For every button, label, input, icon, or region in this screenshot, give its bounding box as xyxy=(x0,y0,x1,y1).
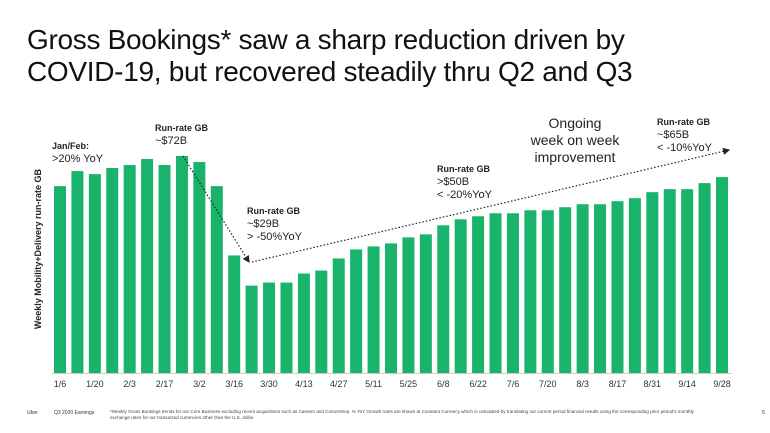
x-tick-label: 8/31 xyxy=(644,379,662,389)
bar-3/9 xyxy=(210,186,223,373)
annotation-line: >20% YoY xyxy=(52,153,104,165)
y-axis-label: Weekly Mobility+Delivery run-rate GB xyxy=(33,168,43,330)
bar-6/8 xyxy=(437,225,450,373)
x-tick-label: 1/20 xyxy=(86,379,104,389)
annotation-line: < -20%YoY xyxy=(437,189,492,201)
bar-3/30 xyxy=(263,282,276,373)
bar-7/27 xyxy=(559,207,572,373)
x-tick-label: 4/13 xyxy=(295,379,313,389)
bar-3/2 xyxy=(193,162,206,373)
annotation-head: Run-rate GB xyxy=(155,123,209,133)
annotation-line: ~$72B xyxy=(155,135,188,147)
bar-8/10 xyxy=(594,204,607,373)
bar-6/1 xyxy=(419,234,432,373)
annotation-line: improvement xyxy=(534,149,616,165)
annotation-janfeb: Jan/Feb: >20% YoY xyxy=(52,140,103,166)
bar-4/20 xyxy=(315,270,328,373)
bar-2/3 xyxy=(123,165,136,373)
bar-8/31 xyxy=(646,192,659,373)
bar-2/10 xyxy=(141,159,154,373)
bar-9/14 xyxy=(681,189,694,373)
bar-1/13 xyxy=(71,171,84,373)
annotation-line: ~$29B xyxy=(247,218,280,230)
slide-title-line-1: Gross Bookings* saw a sharp reduction dr… xyxy=(27,24,625,55)
annotation-line: >$50B xyxy=(437,176,470,188)
x-tick-label: 4/27 xyxy=(330,379,348,389)
footer-deck-name: Q3 2020 Earnings xyxy=(54,410,95,416)
x-tick-label: 9/14 xyxy=(678,379,696,389)
bar-8/24 xyxy=(628,198,641,373)
bar-5/18 xyxy=(385,243,397,373)
bar-5/11 xyxy=(367,246,380,373)
recovery-arrow xyxy=(251,147,731,263)
x-tick-label: 3/16 xyxy=(225,379,243,389)
bar-8/17 xyxy=(611,201,624,373)
bar-5/4 xyxy=(350,249,363,373)
annotation-line: week on week xyxy=(530,132,620,148)
bar-7/6 xyxy=(506,213,519,373)
x-tick-label: 7/6 xyxy=(507,379,520,389)
bar-4/6 xyxy=(280,282,293,373)
bar-8/3 xyxy=(576,204,589,373)
x-tick-label: 5/25 xyxy=(400,379,418,389)
bar-9/28 xyxy=(716,177,728,373)
annotation-line: < -10%YoY xyxy=(657,142,712,154)
annotation-line: Ongoing xyxy=(548,115,602,131)
annotation-line: > -50%YoY xyxy=(247,231,302,243)
annotation-head: Run-rate GB xyxy=(247,206,301,216)
x-tick-label: 9/28 xyxy=(713,379,731,389)
x-tick-label: 2/3 xyxy=(123,379,136,389)
x-tick-label: 6/22 xyxy=(469,379,487,389)
bar-6/15 xyxy=(454,219,467,373)
bar-5/25 xyxy=(402,237,415,373)
bar-3/16 xyxy=(228,255,241,373)
annotation-june: Run-rate GB >$50B < -20%YoY xyxy=(437,163,492,202)
bar-2/17 xyxy=(158,165,171,373)
annotation-line: ~$65B xyxy=(657,129,690,141)
bar-1/20 xyxy=(88,174,101,373)
x-tick-label: 8/17 xyxy=(609,379,627,389)
bar-1/6 xyxy=(54,186,66,373)
annotation-head: Run-rate GB xyxy=(657,117,711,127)
x-tick-label: 7/20 xyxy=(539,379,557,389)
bar-1/27 xyxy=(106,168,119,373)
bar-9/7 xyxy=(663,189,676,373)
x-tick-label: 5/11 xyxy=(365,379,382,389)
x-tick-label: 3/30 xyxy=(260,379,278,389)
x-tick-label: 3/2 xyxy=(193,379,206,389)
x-tick-label: 8/3 xyxy=(576,379,589,389)
footer-brand: Uber xyxy=(27,410,38,416)
annotation-head: Jan/Feb: xyxy=(52,141,90,151)
annotation-head: Run-rate GB xyxy=(437,164,491,174)
slide-title: Gross Bookings* saw a sharp reduction dr… xyxy=(27,24,633,88)
bar-3/23 xyxy=(245,285,258,373)
slide-title-line-2: COVID-19, but recovered steadily thru Q2… xyxy=(27,56,633,87)
bar-7/13 xyxy=(524,210,537,373)
bar-6/22 xyxy=(472,216,485,373)
bar-9/21 xyxy=(698,183,711,373)
page-number: 5 xyxy=(762,410,765,416)
x-tick-label: 6/8 xyxy=(437,379,450,389)
bar-2/24 xyxy=(175,156,188,373)
annotation-trough: Run-rate GB ~$29B > -50%YoY xyxy=(247,205,302,244)
bar-7/20 xyxy=(541,210,554,373)
x-tick-label: 1/6 xyxy=(54,379,67,389)
bar-4/27 xyxy=(332,258,345,373)
annotation-peak: Run-rate GB ~$72B xyxy=(155,122,208,148)
footnote: *Weekly Gross Bookings trends for our Co… xyxy=(110,409,694,420)
annotation-september: Run-rate GB ~$65B < -10%YoY xyxy=(657,116,712,155)
bar-4/13 xyxy=(297,273,310,373)
x-tick-label: 2/17 xyxy=(156,379,174,389)
annotation-trend: Ongoing week on week improvement xyxy=(515,115,635,166)
bar-6/29 xyxy=(489,213,502,373)
